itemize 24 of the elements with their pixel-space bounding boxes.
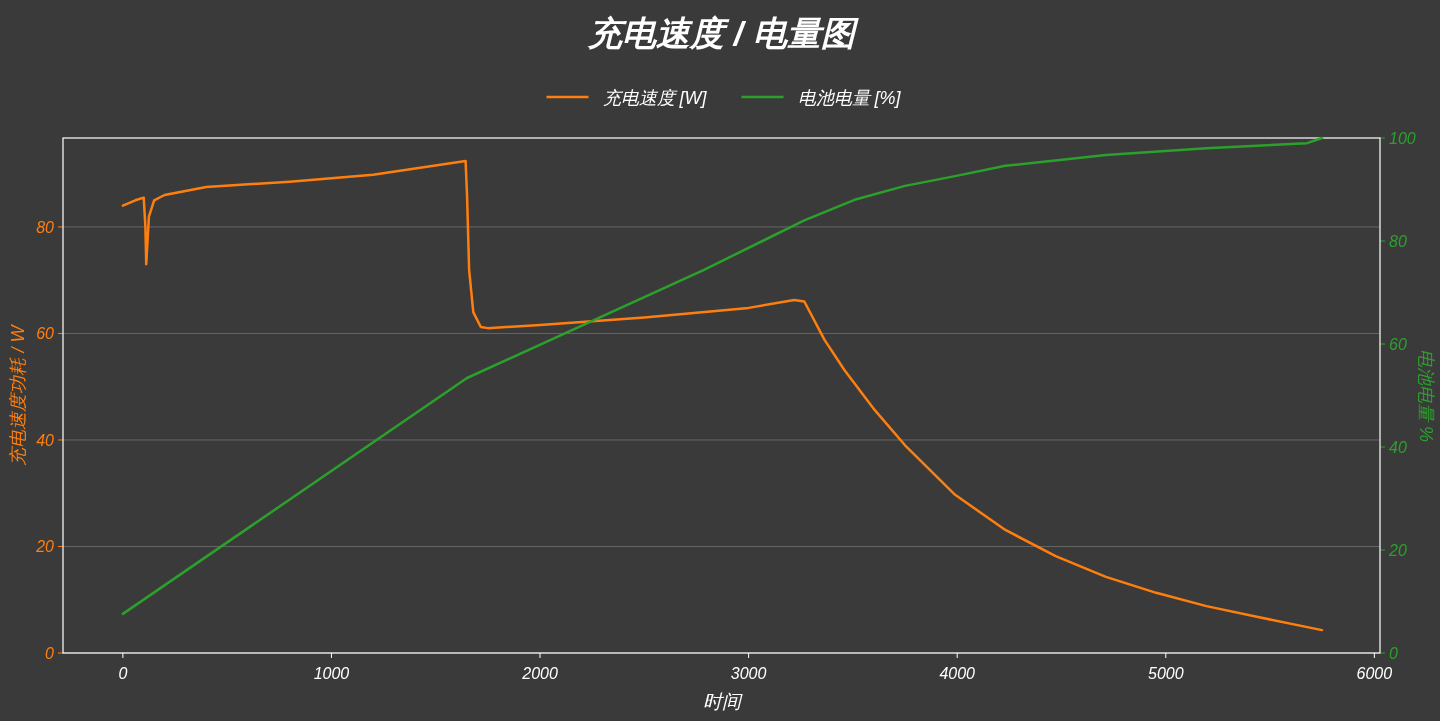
y2-tick-label: 100 bbox=[1389, 130, 1416, 147]
x-axis-title: 时间 bbox=[702, 691, 743, 712]
y-tick-label: 60 bbox=[36, 325, 55, 343]
legend-label: 电池电量 [%] bbox=[797, 88, 902, 108]
legend-label: 充电速度 [W] bbox=[602, 88, 708, 108]
x-tick-label: 1000 bbox=[313, 665, 350, 682]
chart-title: 充电速度 / 电量图 bbox=[587, 14, 859, 52]
y2-tick-label: 20 bbox=[1388, 542, 1407, 559]
y2-axis-title: 电池电量 % bbox=[1416, 348, 1436, 443]
y-axis-title: 充电速度功耗 / W bbox=[8, 323, 28, 466]
x-tick-label: 3000 bbox=[730, 665, 767, 682]
y-tick-label: 40 bbox=[36, 431, 55, 449]
y2-tick-label: 40 bbox=[1389, 439, 1407, 456]
y-tick-label: 0 bbox=[45, 645, 55, 662]
y-tick-label: 80 bbox=[36, 218, 55, 236]
y2-tick-label: 60 bbox=[1389, 336, 1407, 353]
x-tick-label: 4000 bbox=[939, 665, 976, 682]
x-tick-label: 6000 bbox=[1356, 665, 1393, 682]
y-tick-label: 20 bbox=[35, 538, 55, 556]
x-tick-label: 0 bbox=[118, 665, 128, 682]
x-tick-label: 2000 bbox=[521, 665, 558, 682]
x-tick-label: 5000 bbox=[1147, 665, 1184, 682]
y2-tick-label: 0 bbox=[1389, 645, 1398, 662]
y2-tick-label: 80 bbox=[1389, 233, 1407, 250]
